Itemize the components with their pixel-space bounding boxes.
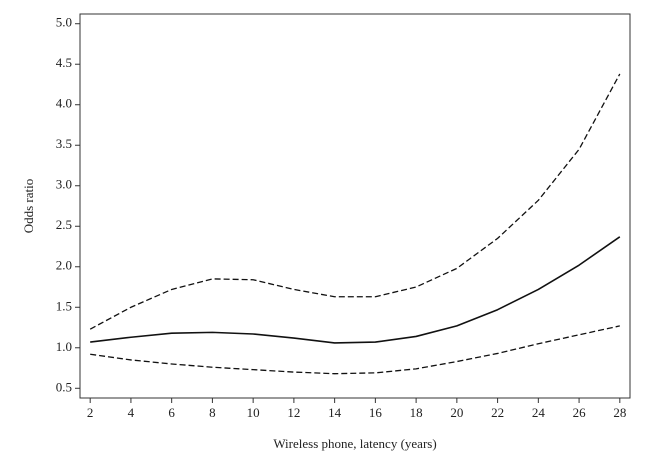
series-line <box>90 236 621 344</box>
y-tick-label: 3.5 <box>56 136 72 151</box>
y-tick-label: 2.5 <box>56 217 72 232</box>
y-tick-label: 1.5 <box>56 298 72 313</box>
x-tick-label: 26 <box>573 405 587 420</box>
x-tick-label: 4 <box>128 405 135 420</box>
y-axis-title: Odds ratio <box>21 179 36 234</box>
series-line <box>90 325 620 375</box>
y-tick-label: 2.0 <box>56 258 72 273</box>
plot-frame <box>79 13 631 399</box>
x-tick-label: 18 <box>410 405 423 420</box>
x-axis-title: Wireless phone, latency (years) <box>273 436 436 451</box>
x-tick-label: 10 <box>247 405 260 420</box>
y-tick-label: 4.0 <box>56 96 72 111</box>
x-tick-label: 24 <box>532 405 546 420</box>
y-tick-label: 4.5 <box>56 55 72 70</box>
y-tick-label: 5.0 <box>56 15 72 30</box>
y-tick-label: 0.5 <box>56 379 72 394</box>
y-tick-label: 1.0 <box>56 339 72 354</box>
y-tick-label: 3.0 <box>56 177 72 192</box>
x-tick-label: 20 <box>450 405 463 420</box>
x-tick-label: 6 <box>168 405 175 420</box>
x-tick-label: 28 <box>613 405 626 420</box>
series-line <box>89 73 621 330</box>
x-tick-label: 22 <box>491 405 504 420</box>
x-tick-label: 2 <box>87 405 94 420</box>
x-tick-label: 14 <box>328 405 342 420</box>
x-tick-label: 12 <box>287 405 300 420</box>
x-tick-label: 8 <box>209 405 216 420</box>
x-tick-label: 16 <box>369 405 383 420</box>
